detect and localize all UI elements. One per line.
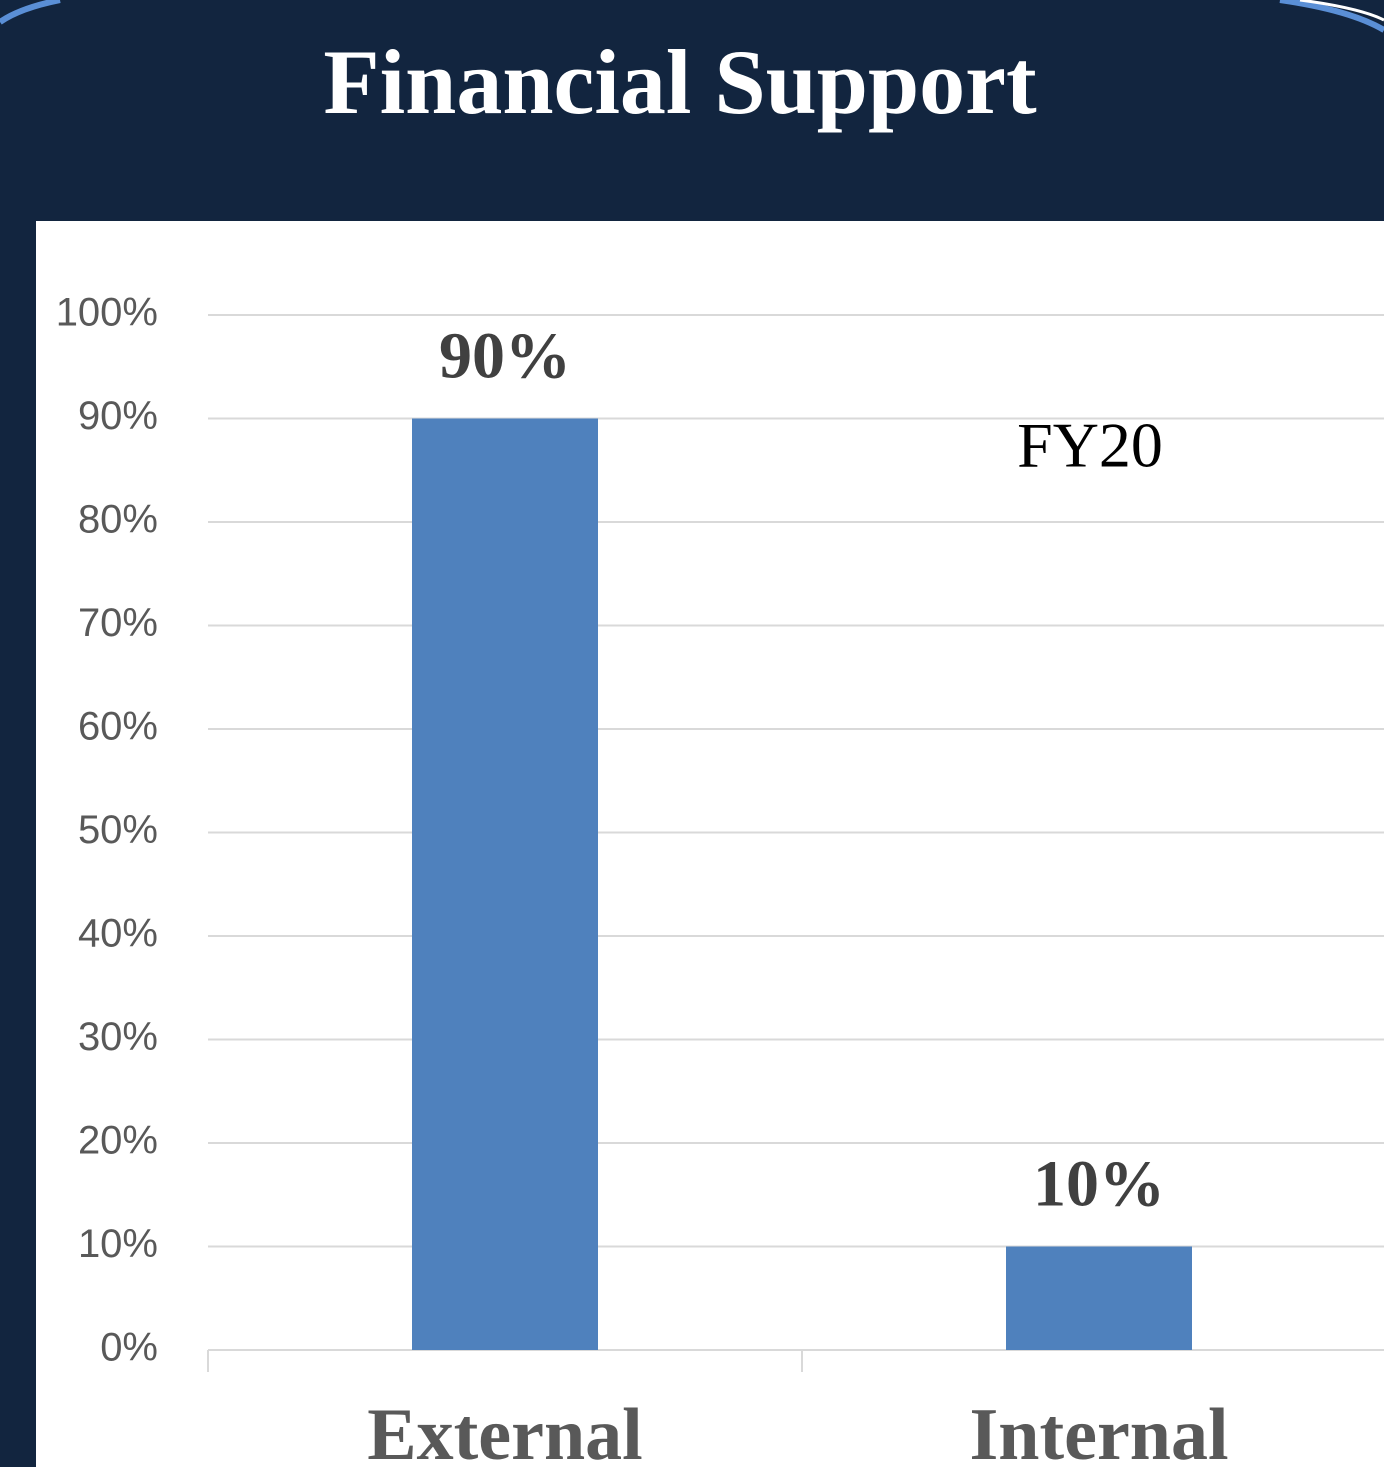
corner-decoration — [0, 0, 61, 25]
corner-decoration — [1299, 0, 1384, 22]
x-tick-label: Internal — [970, 1394, 1229, 1467]
y-tick-label: 10% — [78, 1222, 158, 1266]
y-tick-label: 20% — [78, 1119, 158, 1163]
y-tick-label: 50% — [78, 808, 158, 852]
y-tick-label: 90% — [78, 394, 158, 438]
data-label: 90% — [439, 320, 571, 393]
annotation: FY20 — [1017, 410, 1163, 481]
y-tick-label: 60% — [78, 705, 158, 749]
y-tick-label: 40% — [78, 912, 158, 956]
data-label: 10% — [1033, 1148, 1165, 1221]
y-tick-label: 80% — [78, 498, 158, 542]
bar — [412, 418, 598, 1350]
y-tick-label: 70% — [78, 601, 158, 645]
y-tick-label: 100% — [56, 291, 158, 335]
corner-decoration — [1279, 0, 1384, 33]
bar — [1006, 1246, 1192, 1350]
y-tick-label: 0% — [100, 1326, 158, 1370]
y-tick-label: 30% — [78, 1015, 158, 1059]
x-tick-label: External — [367, 1394, 642, 1467]
chart-title: Financial Support — [323, 31, 1037, 133]
